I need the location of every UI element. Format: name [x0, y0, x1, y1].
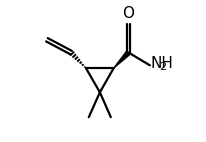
Text: O: O	[123, 6, 135, 21]
Polygon shape	[113, 51, 131, 68]
Text: NH: NH	[151, 56, 173, 71]
Text: 2: 2	[159, 62, 166, 72]
